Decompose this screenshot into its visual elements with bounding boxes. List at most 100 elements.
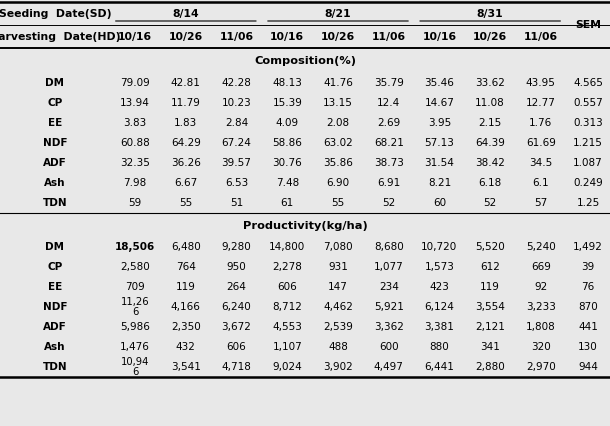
Text: 42.28: 42.28 [221, 78, 251, 87]
Text: 1.215: 1.215 [573, 138, 603, 147]
Text: 55: 55 [331, 198, 345, 207]
Text: 11,26: 11,26 [121, 297, 149, 307]
Text: 1.76: 1.76 [529, 118, 553, 127]
Text: 1,476: 1,476 [120, 342, 150, 352]
Text: Ash: Ash [44, 178, 66, 187]
Text: 441: 441 [578, 322, 598, 332]
Text: 931: 931 [328, 262, 348, 272]
Text: 52: 52 [484, 198, 497, 207]
Text: 1,107: 1,107 [273, 342, 302, 352]
Text: 6,124: 6,124 [425, 302, 454, 312]
Text: 1,077: 1,077 [374, 262, 404, 272]
Text: 38.73: 38.73 [374, 158, 404, 167]
Text: 9,280: 9,280 [221, 242, 251, 252]
Text: 119: 119 [176, 282, 196, 292]
Text: 4,718: 4,718 [221, 362, 251, 372]
Text: 5,240: 5,240 [526, 242, 556, 252]
Text: 10/26: 10/26 [473, 32, 508, 42]
Text: 10/26: 10/26 [169, 32, 203, 42]
Text: 59: 59 [129, 198, 142, 207]
Text: 880: 880 [429, 342, 450, 352]
Text: 30.76: 30.76 [273, 158, 302, 167]
Text: 2,880: 2,880 [475, 362, 505, 372]
Text: 39: 39 [581, 262, 595, 272]
Text: 3.95: 3.95 [428, 118, 451, 127]
Text: 6,441: 6,441 [425, 362, 454, 372]
Text: 2,350: 2,350 [171, 322, 201, 332]
Text: 1.83: 1.83 [174, 118, 198, 127]
Text: 10/26: 10/26 [321, 32, 355, 42]
Text: 13.94: 13.94 [120, 98, 150, 107]
Text: 63.02: 63.02 [323, 138, 353, 147]
Text: TDN: TDN [43, 362, 67, 372]
Text: 870: 870 [578, 302, 598, 312]
Text: 612: 612 [480, 262, 500, 272]
Text: 32.35: 32.35 [120, 158, 150, 167]
Text: 11/06: 11/06 [220, 32, 254, 42]
Text: 13.15: 13.15 [323, 98, 353, 107]
Text: 57: 57 [534, 198, 548, 207]
Text: 8,712: 8,712 [272, 302, 302, 312]
Text: 7,080: 7,080 [323, 242, 353, 252]
Text: 4,166: 4,166 [171, 302, 201, 312]
Text: Ash: Ash [44, 342, 66, 352]
Text: 55: 55 [179, 198, 193, 207]
Text: 48.13: 48.13 [272, 78, 302, 87]
Text: 2,539: 2,539 [323, 322, 353, 332]
Text: 7.98: 7.98 [123, 178, 147, 187]
Text: 5,921: 5,921 [374, 302, 404, 312]
Text: 8.21: 8.21 [428, 178, 451, 187]
Text: 10,94: 10,94 [121, 357, 149, 367]
Text: 51: 51 [230, 198, 243, 207]
Text: 4.565: 4.565 [573, 78, 603, 87]
Text: 57.13: 57.13 [425, 138, 454, 147]
Text: 4,497: 4,497 [374, 362, 404, 372]
Text: Harvesting  Date(HD): Harvesting Date(HD) [0, 32, 121, 42]
Text: 3,554: 3,554 [475, 302, 505, 312]
Text: 9,024: 9,024 [273, 362, 302, 372]
Text: 2,970: 2,970 [526, 362, 556, 372]
Text: SEM: SEM [575, 20, 601, 30]
Text: 38.42: 38.42 [475, 158, 505, 167]
Text: 0.313: 0.313 [573, 118, 603, 127]
Text: 944: 944 [578, 362, 598, 372]
Text: 2,278: 2,278 [272, 262, 302, 272]
Text: 6,240: 6,240 [221, 302, 251, 312]
Text: 34.5: 34.5 [529, 158, 553, 167]
Text: 18,506: 18,506 [115, 242, 156, 252]
Text: 10/16: 10/16 [270, 32, 304, 42]
Text: 669: 669 [531, 262, 551, 272]
Text: 15.39: 15.39 [272, 98, 302, 107]
Text: 341: 341 [480, 342, 500, 352]
Text: 11/06: 11/06 [371, 32, 406, 42]
Text: 67.24: 67.24 [221, 138, 251, 147]
Text: 234: 234 [379, 282, 399, 292]
Text: 10,720: 10,720 [422, 242, 458, 252]
Text: 43.95: 43.95 [526, 78, 556, 87]
Text: 423: 423 [429, 282, 450, 292]
Text: 6.67: 6.67 [174, 178, 198, 187]
Text: 2.15: 2.15 [478, 118, 502, 127]
Text: 3.83: 3.83 [123, 118, 147, 127]
Text: 58.86: 58.86 [272, 138, 302, 147]
Text: 6.18: 6.18 [478, 178, 502, 187]
Text: DM: DM [45, 242, 65, 252]
Text: 61.69: 61.69 [526, 138, 556, 147]
Text: 35.79: 35.79 [374, 78, 404, 87]
Text: 6.91: 6.91 [377, 178, 400, 187]
Text: 488: 488 [328, 342, 348, 352]
Text: 60.88: 60.88 [120, 138, 150, 147]
Text: 42.81: 42.81 [171, 78, 201, 87]
Text: 2.08: 2.08 [326, 118, 350, 127]
Text: 76: 76 [581, 282, 595, 292]
Text: 764: 764 [176, 262, 196, 272]
Text: 3,233: 3,233 [526, 302, 556, 312]
Text: 8,680: 8,680 [374, 242, 404, 252]
Text: 3,672: 3,672 [221, 322, 251, 332]
Text: 4,462: 4,462 [323, 302, 353, 312]
Text: 33.62: 33.62 [475, 78, 505, 87]
Text: 61: 61 [281, 198, 294, 207]
Text: 52: 52 [382, 198, 395, 207]
Text: 1,492: 1,492 [573, 242, 603, 252]
Text: 79.09: 79.09 [120, 78, 150, 87]
